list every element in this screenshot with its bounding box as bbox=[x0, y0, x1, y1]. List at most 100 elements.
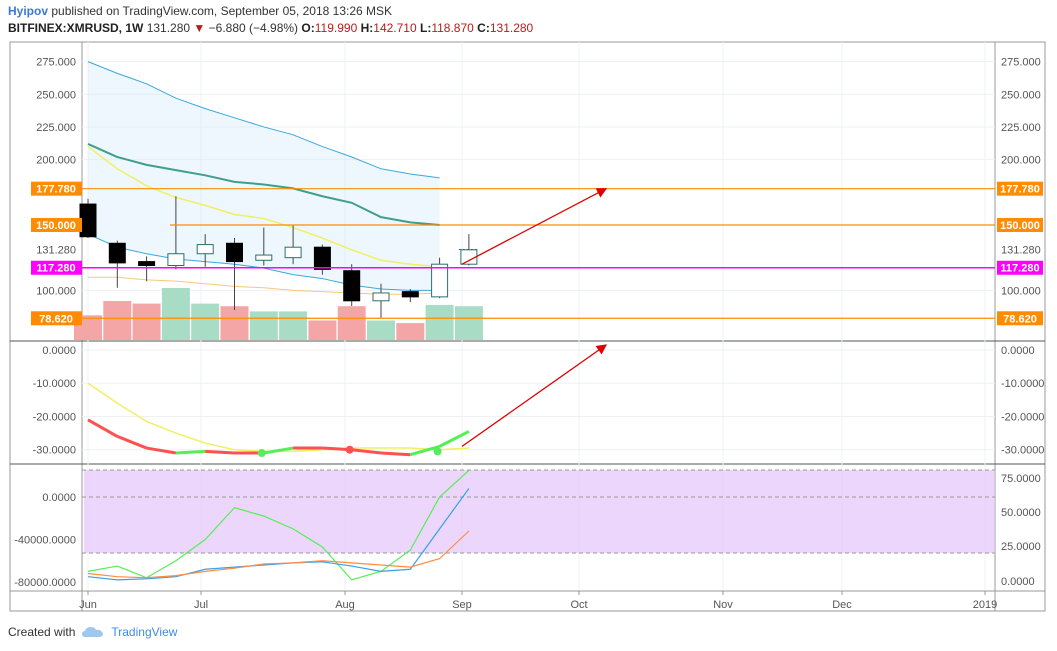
price-level-tag bbox=[997, 217, 1043, 232]
candle-body bbox=[108, 242, 126, 264]
open-label: O: bbox=[301, 21, 315, 35]
tradingview-cloud-icon bbox=[82, 627, 104, 637]
stoch-y-tick-label: -40000.0000 bbox=[14, 535, 76, 547]
volume-bar bbox=[191, 303, 220, 340]
x-tick-label: Dec bbox=[832, 599, 852, 611]
price-level-tag bbox=[997, 181, 1043, 196]
volume-bar bbox=[279, 311, 308, 340]
ma-yellow-line bbox=[87, 145, 440, 268]
osc-y-tick-label: 0.0000 bbox=[42, 345, 76, 357]
created-with-text: Created with bbox=[8, 625, 76, 639]
osc-y-tick-label: -10.0000 bbox=[1001, 378, 1044, 390]
volume-bar bbox=[220, 306, 249, 340]
candle-body bbox=[343, 270, 361, 302]
change-arrow-icon: ▼ bbox=[193, 21, 206, 35]
y-tick-label: 250.000 bbox=[36, 89, 76, 101]
low-label: L: bbox=[420, 21, 432, 35]
candle-body bbox=[167, 253, 185, 267]
x-tick-label: Sep bbox=[452, 599, 472, 611]
stoch-right-tick-label: 50.0000 bbox=[1001, 507, 1041, 519]
high-label: H: bbox=[360, 21, 374, 35]
change-value: −6.880 (−4.98%) bbox=[208, 21, 299, 35]
y-tick-label: 275.000 bbox=[1001, 57, 1041, 69]
price-level-tag-label: 150.000 bbox=[36, 220, 76, 232]
volume-bar bbox=[132, 303, 161, 340]
candle-body bbox=[226, 242, 243, 263]
volume-bar bbox=[337, 306, 366, 340]
last-price-label: 131.280 bbox=[1001, 244, 1041, 256]
osc-main-segment bbox=[263, 446, 294, 455]
osc-y-tick-label: -10.0000 bbox=[33, 378, 76, 390]
volume-bar bbox=[161, 288, 190, 340]
osc-cross-dot bbox=[433, 447, 442, 456]
osc-signal-line bbox=[87, 382, 469, 453]
osc-main-segment bbox=[438, 430, 470, 448]
stoch-y-tick-label: -80000.0000 bbox=[14, 577, 76, 589]
x-tick-label: Jun bbox=[79, 599, 97, 611]
open-value: 119.990 bbox=[314, 21, 358, 35]
candle-body bbox=[313, 246, 331, 270]
price-level-tag-label: 117.280 bbox=[36, 263, 75, 275]
x-tick-label: Oct bbox=[570, 599, 587, 611]
osc-y-tick-label: -20.0000 bbox=[33, 411, 76, 423]
price-level-tag-label: 78.620 bbox=[1003, 313, 1037, 325]
candle-body bbox=[79, 203, 97, 238]
y-tick-label: 100.000 bbox=[1001, 285, 1041, 297]
forecast-arrow bbox=[461, 188, 608, 265]
osc-main-segment bbox=[87, 418, 119, 438]
price-level-tag bbox=[31, 311, 82, 326]
bollinger-upper-line bbox=[87, 61, 440, 179]
osc-main-segment bbox=[146, 446, 177, 455]
candle-body bbox=[255, 254, 273, 261]
symbol-label: BITFINEX:XMRUSD, 1W bbox=[8, 21, 144, 35]
osc-y-tick-label: -20.0000 bbox=[1001, 411, 1044, 423]
volume-bar bbox=[249, 311, 278, 340]
price-level-tag bbox=[997, 311, 1043, 326]
stoch-right-tick-label: 25.0000 bbox=[1001, 541, 1041, 553]
osc-y-tick-label: -30.0000 bbox=[1001, 445, 1044, 457]
stoch-right-tick-label: 75.0000 bbox=[1001, 473, 1041, 485]
y-tick-label: 200.000 bbox=[1001, 155, 1041, 167]
footer: Created with TradingView bbox=[8, 625, 177, 639]
candle-body bbox=[431, 263, 449, 298]
tradingview-link[interactable]: TradingView bbox=[111, 625, 178, 639]
price-level-tag-label: 117.280 bbox=[1000, 263, 1039, 275]
y-tick-label: 275.000 bbox=[36, 57, 76, 69]
x-tick-label: Jul bbox=[194, 599, 208, 611]
stoch-right-tick-label: 0.0000 bbox=[1001, 576, 1035, 588]
osc-main-segment bbox=[205, 449, 235, 455]
osc-main-segment bbox=[175, 449, 206, 455]
y-tick-label: 225.000 bbox=[1001, 122, 1041, 134]
y-tick-label: 200.000 bbox=[36, 155, 76, 167]
osc-forecast-arrow bbox=[461, 344, 608, 447]
osc-y-tick-label: 0.0000 bbox=[1001, 345, 1035, 357]
last-price-label: 131.280 bbox=[36, 244, 76, 256]
y-tick-label: 225.000 bbox=[36, 122, 76, 134]
volume-bar bbox=[425, 304, 454, 340]
osc-y-tick-label: -30.0000 bbox=[33, 445, 76, 457]
price-level-tag bbox=[997, 260, 1043, 275]
price-level-tag bbox=[31, 260, 82, 275]
osc-main-segment bbox=[409, 444, 441, 457]
close-value: 131.280 bbox=[489, 21, 534, 35]
y-tick-label: 250.000 bbox=[1001, 89, 1041, 101]
osc-cross-dot bbox=[257, 449, 266, 458]
stoch-overbought-band bbox=[84, 470, 995, 553]
ohlc-legend: BITFINEX:XMRUSD, 1W 131.280 ▼ −6.880 (−4… bbox=[8, 21, 533, 35]
volume-bar bbox=[396, 323, 425, 340]
x-tick-label: Aug bbox=[335, 599, 355, 611]
last-price: 131.280 bbox=[146, 21, 191, 35]
x-tick-label: Nov bbox=[713, 599, 733, 611]
candle-body bbox=[401, 291, 419, 298]
price-level-tag bbox=[31, 181, 82, 196]
osc-main-segment bbox=[116, 435, 148, 450]
osc-main-segment bbox=[380, 451, 411, 457]
x-tick-label: 2019 bbox=[973, 599, 997, 611]
price-level-tag bbox=[31, 217, 82, 232]
ma-green-line bbox=[87, 143, 440, 226]
price-level-tag-label: 177.780 bbox=[1000, 184, 1040, 196]
candle-body bbox=[372, 292, 390, 302]
publish-info: Hyipov published on TradingView.com, Sep… bbox=[8, 4, 392, 18]
author-name[interactable]: Hyipov bbox=[8, 4, 49, 18]
